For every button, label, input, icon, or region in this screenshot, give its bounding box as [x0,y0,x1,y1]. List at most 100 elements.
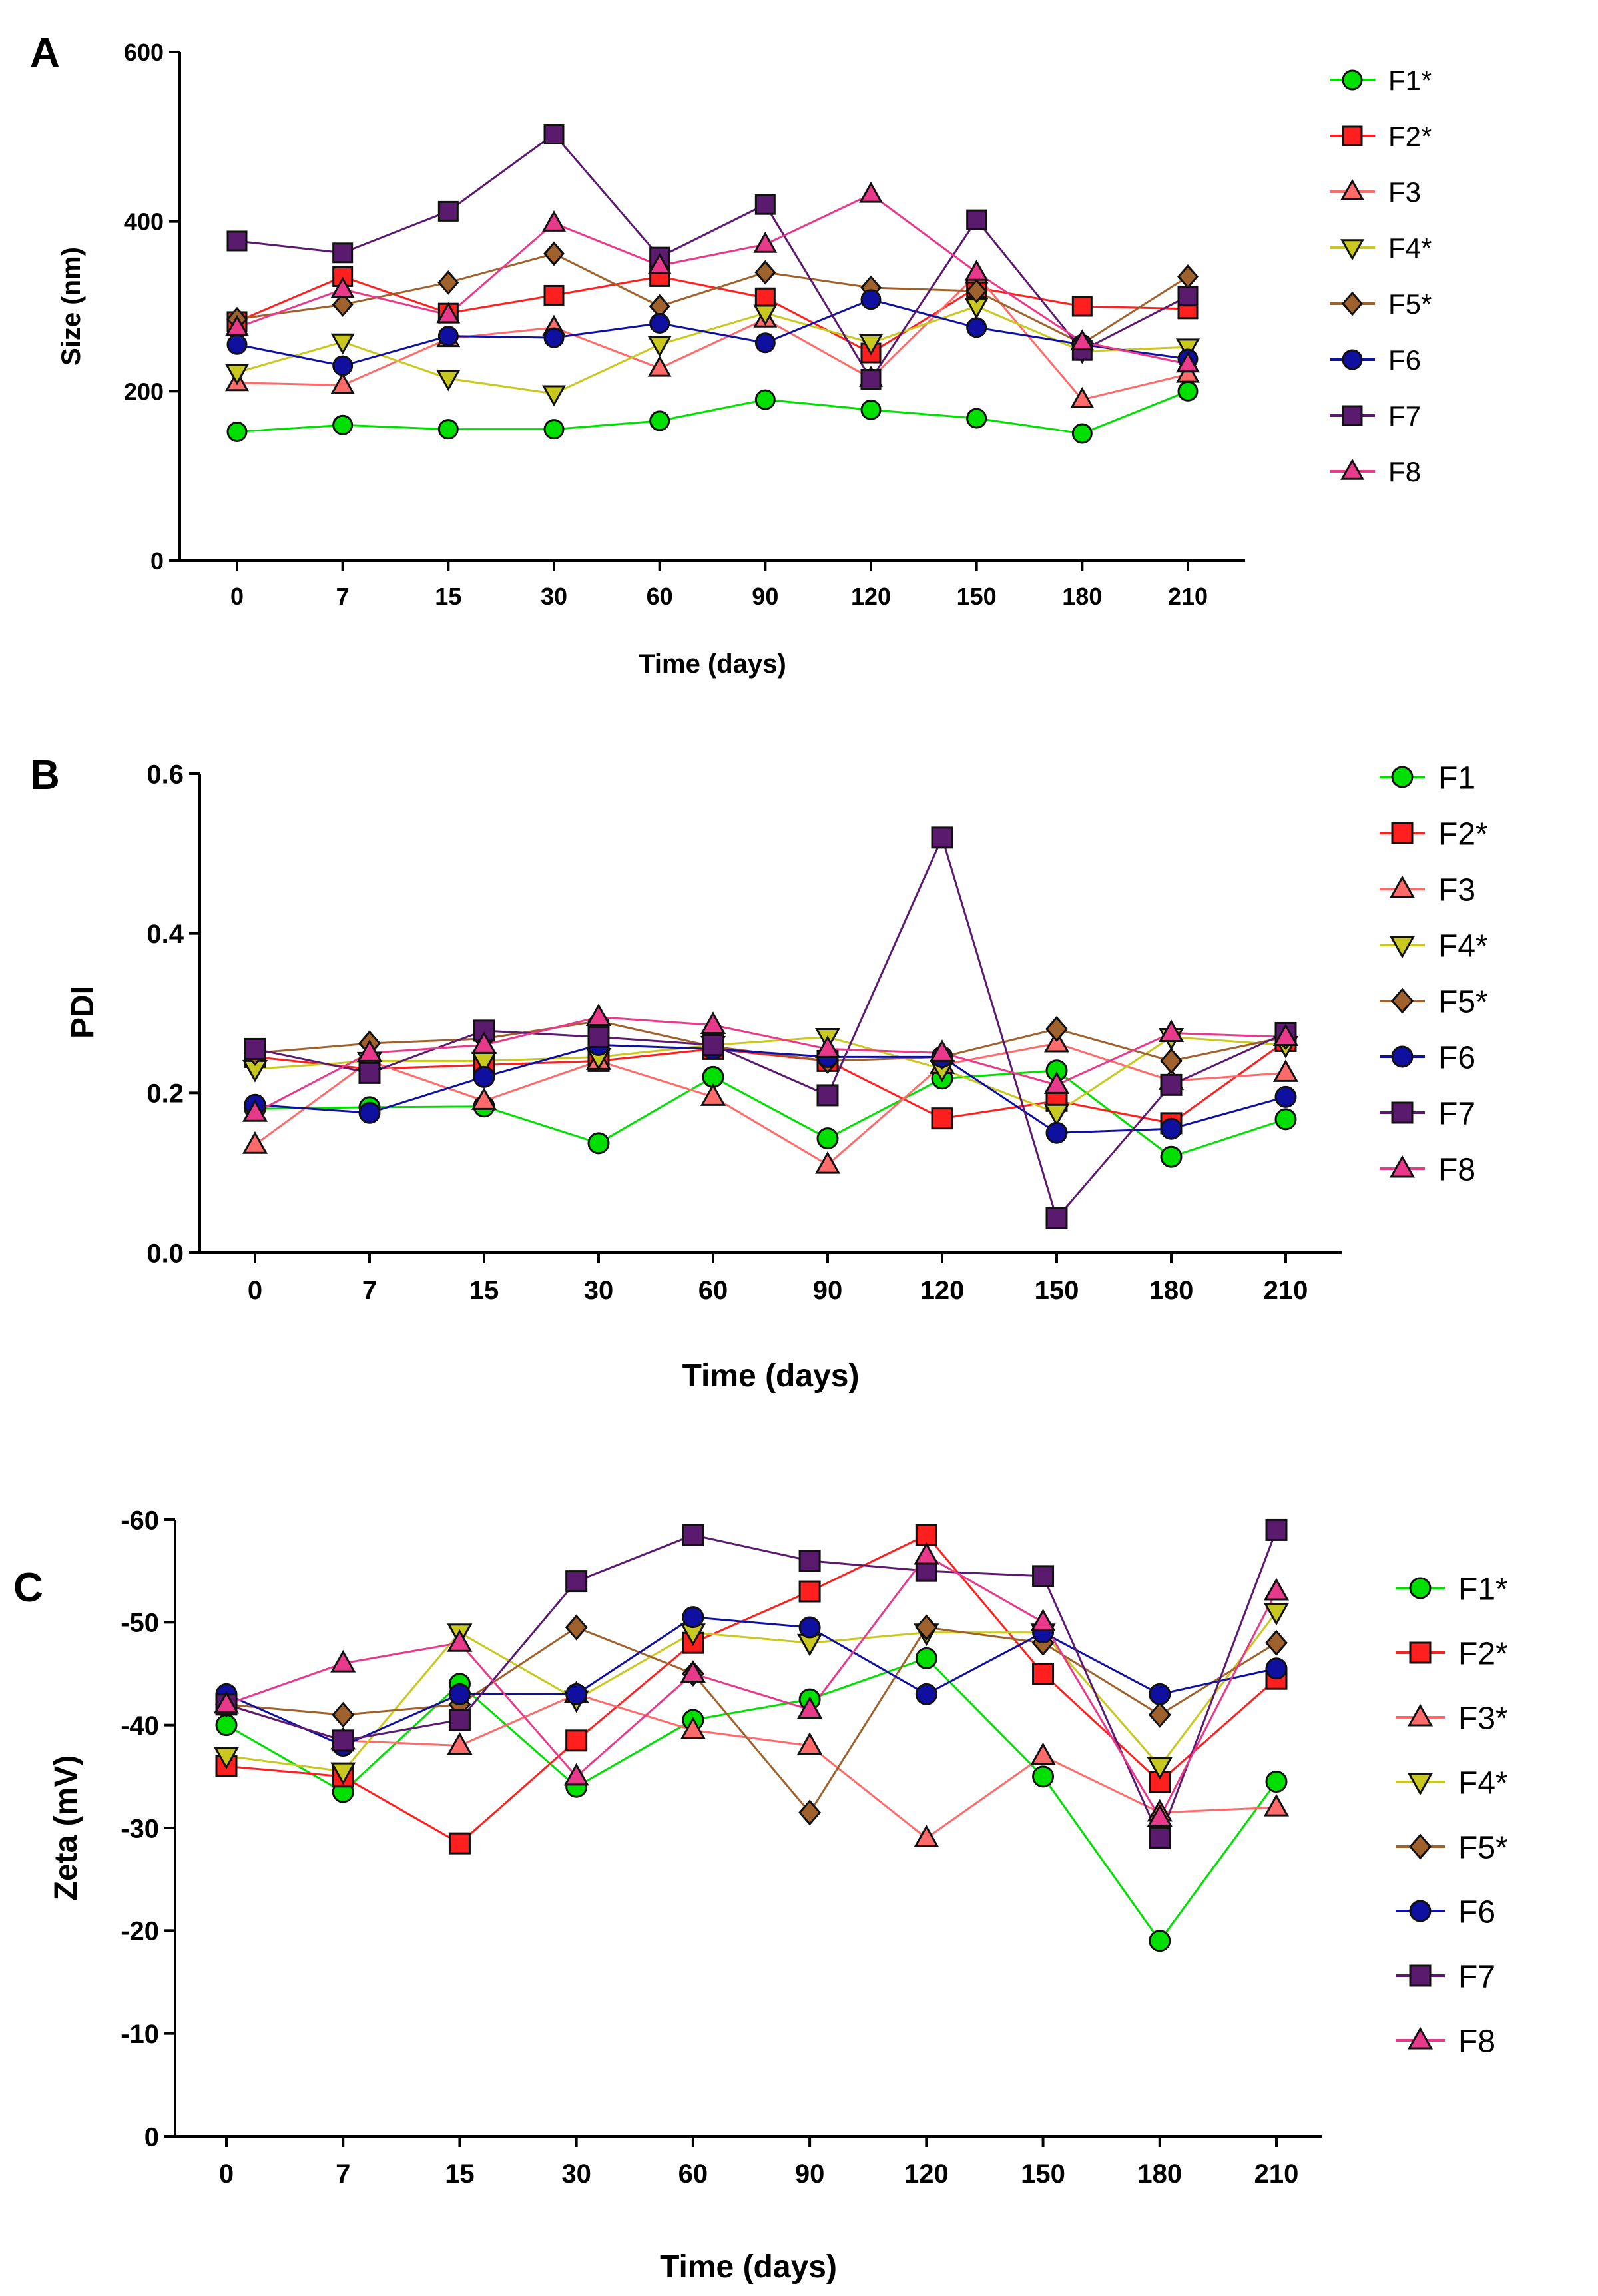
panel-b-point-f5-star [1160,1047,1183,1074]
panel-b-legend-item: F7 [1380,1096,1475,1131]
panel-c-series-f4-star [226,1611,1278,1773]
panel-c-point-f5-star [1265,1629,1288,1656]
panel-b-series-f4-star [254,1035,1286,1114]
panel-a-point-f5-star [1177,264,1198,289]
panel-c-point-f6 [682,1606,704,1629]
panel-a-line-f8 [236,193,1189,366]
panel-a-point-f6 [860,289,882,310]
panel-a-point-f3 [647,355,672,377]
panel-c-point-f7 [448,1709,471,1731]
panel-b-xtick-label: 120 [920,1276,965,1305]
panel-b-markers-f7 [244,826,1297,1229]
panel-b-point-f1 [1274,1108,1297,1131]
panel-b-point-f8 [1272,1023,1299,1046]
legend-label: F7 [1458,1959,1495,1994]
panel-c-line-f8 [226,1554,1278,1820]
legend-swatch-marker [1391,766,1414,788]
legend-swatch-marker [1409,1577,1432,1599]
panel-c-point-f8 [563,1763,589,1786]
panel-c-point-f6 [448,1683,471,1705]
panel-c-line-f6 [226,1616,1277,1747]
panel-c-ytick-label: -60 [121,1506,159,1535]
legend-swatch-marker [1391,1101,1414,1124]
panel-a-point-f7 [860,369,882,390]
panel-a-point-f1-star [1177,380,1198,402]
panel-b-xtick-label: 90 [813,1276,843,1305]
panel-b-point-f8 [1043,1071,1070,1094]
legend-swatch-marker [1389,875,1416,898]
panel-b-point-f3 [471,1087,497,1110]
panel-a-point-f3 [1176,361,1200,383]
panel-a-xtick-label: 60 [647,583,673,610]
legend-label: F5* [1388,288,1432,320]
panel-c-point-f8 [213,1691,240,1714]
panel-b-point-f4-star [1043,1103,1070,1127]
panel-c-point-f8 [680,1660,706,1683]
panel-c-line-f7 [226,1529,1278,1841]
panel-a-xtick-label: 210 [1168,583,1208,610]
panel-c-point-f3-star [914,1825,939,1847]
panel-c-ytick-label: -40 [121,1711,159,1741]
panel-c-point-f1-star [215,1714,238,1737]
panel-b-legend-item: F6 [1380,1040,1475,1075]
panel-b-series-f8 [254,1015,1286,1114]
panel-c-legend: F1* F2* F3* F4* F5* F6 F7 F8 [1396,1572,1508,2059]
legend-label: F3* [1458,1701,1508,1736]
panel-b-point-f6 [1160,1117,1183,1140]
panel-a-markers-f1-star [226,380,1198,444]
panel-a-point-f1-star [1071,423,1093,444]
panel-c-point-f8 [447,1629,473,1652]
panel-a-xtick-label: 0 [230,583,244,610]
panel-c-point-f1-star [915,1647,937,1669]
panel-a-ytick-label: 200 [124,378,164,405]
panel-c-line-f1-star [226,1657,1278,1943]
panel-c-point-f3-star [1030,1742,1056,1765]
panel-a-line-f2-star [236,275,1189,354]
panel-a-point-f1-star [226,421,248,442]
panel-a-point-f7 [754,194,776,215]
panel-c-point-f7 [1149,1827,1171,1849]
legend-swatch-marker [1409,1900,1432,1922]
panel-c-point-f3-star [680,1717,706,1739]
panel-a-line-f3 [236,273,1189,401]
panel-a-point-f8 [436,302,461,324]
panel-c-point-f4-star [1263,1603,1290,1626]
legend-swatch-marker [1342,291,1363,316]
panel-a-point-f7 [543,124,565,145]
legend-label: F4* [1438,928,1488,964]
legend-swatch-marker [1342,405,1363,426]
panel-a-xtick-label: 90 [752,583,778,610]
panel-c-xtick-label: 120 [904,2159,949,2189]
legend-swatch-marker [1342,69,1363,91]
panel-c-point-f4-star [330,1762,356,1785]
legend-label: F3 [1438,872,1475,908]
panel-c-point-f3-star [447,1732,473,1755]
panel-c-xtick-label: 180 [1137,2159,1182,2189]
legend-label: F1* [1458,1572,1508,1607]
panel-c-point-f5-star [332,1701,355,1728]
panel-a-point-f6 [332,355,354,376]
panel-a-point-f3 [1070,386,1095,408]
legend-swatch-marker [1342,125,1363,146]
panel-c-legend-item: F8 [1396,2024,1495,2059]
panel-a-legend-item: F1* [1330,65,1432,96]
panel-c-markers-f6 [215,1606,1288,1757]
panel-c-xlabel: Time (days) [660,2249,837,2285]
panel-a-markers-f3 [225,262,1200,408]
panel-b-series-f7 [254,834,1286,1221]
panel-a-legend-item: F6 [1330,344,1421,376]
panel-a-point-f5-star [965,278,987,304]
panel-b: B 0.0 0.2 0.4 0.6 0 7 15 30 60 90 120 150 180 210 Time … [30,752,1488,1394]
panel-a-series-f8 [236,193,1189,366]
panel-a-xtick-label: 30 [541,583,567,610]
panel-c-xtick-label: 60 [678,2159,708,2189]
panel-a-point-f5-star [543,241,565,266]
panel-a-point-f2-star [1071,296,1093,317]
legend-label: F2* [1388,121,1432,152]
legend-label: F8 [1388,456,1421,487]
panel-b-point-f7 [1160,1073,1183,1096]
legend-label: F2* [1438,816,1488,852]
legend-swatch-marker [1342,349,1363,370]
panel-b-xlabel: Time (days) [682,1358,860,1394]
panel-c-point-f3-star [1263,1793,1290,1817]
